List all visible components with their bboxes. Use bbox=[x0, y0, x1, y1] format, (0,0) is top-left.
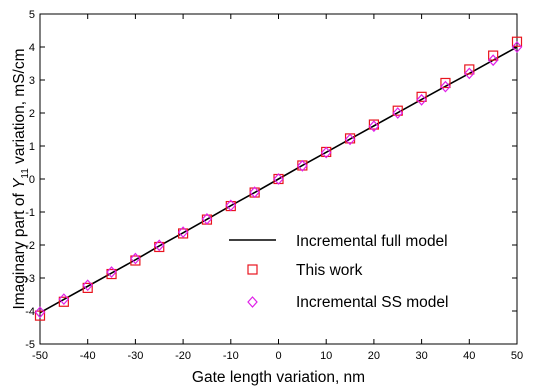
legend-label-ss-model: Incremental SS model bbox=[296, 294, 449, 311]
y-tick-label: 4 bbox=[29, 42, 35, 54]
data-point-square bbox=[58, 296, 69, 307]
y-tick-label: 3 bbox=[29, 75, 35, 87]
data-point-square bbox=[34, 310, 46, 321]
y-axis-title-subscript: 11 bbox=[20, 168, 31, 179]
data-point-diamond bbox=[177, 226, 189, 239]
data-point-diamond bbox=[511, 41, 523, 53]
y-axis-title-suffix: variation, mS/cm bbox=[11, 48, 28, 168]
data-point-square bbox=[130, 255, 141, 266]
y-tick-label: -3 bbox=[25, 273, 35, 285]
y-tick-label: -4 bbox=[25, 306, 35, 318]
legend-marker-ss-model bbox=[247, 296, 258, 308]
data-point-diamond bbox=[273, 173, 284, 185]
data-point-diamond bbox=[440, 80, 451, 93]
x-tick-label: 20 bbox=[368, 350, 380, 362]
legend-label-full-model: Incremental full model bbox=[296, 233, 448, 250]
data-point-diamond bbox=[225, 199, 237, 212]
data-point-diamond bbox=[416, 93, 427, 106]
legend-label-this-work: This work bbox=[296, 262, 363, 279]
x-tick-label: -30 bbox=[127, 350, 143, 362]
data-point-diamond bbox=[201, 213, 213, 225]
series-incremental-full-model bbox=[39, 46, 518, 314]
x-tick-label: 40 bbox=[463, 350, 475, 362]
data-point-square bbox=[416, 91, 427, 102]
tick-labels: -50 -40 -30 -20 -10 0 10 20 30 40 50-5-4-3-2-10123… bbox=[25, 9, 523, 362]
y-tick-label: -5 bbox=[25, 339, 35, 351]
y-tick-label: -1 bbox=[25, 207, 35, 219]
data-point-square bbox=[488, 50, 499, 61]
series-incremental-ss-model bbox=[34, 41, 523, 319]
y-tick-label: -2 bbox=[25, 240, 35, 252]
y-tick-label: 5 bbox=[29, 9, 35, 21]
y-axis-title-symbol: Y bbox=[11, 177, 28, 189]
data-point-square bbox=[464, 64, 475, 75]
x-tick-label: 0 bbox=[275, 350, 281, 362]
data-point-diamond bbox=[82, 279, 94, 292]
y-tick-label: 2 bbox=[29, 108, 35, 120]
x-tick-label: -40 bbox=[80, 350, 96, 362]
data-point-square bbox=[511, 36, 523, 47]
data-point-diamond bbox=[368, 120, 380, 133]
data-point-diamond bbox=[106, 266, 117, 278]
data-point-diamond bbox=[153, 239, 165, 252]
data-point-diamond bbox=[130, 252, 141, 265]
x-tick-label: -10 bbox=[223, 350, 239, 362]
data-point-diamond bbox=[297, 159, 308, 172]
data-point-square bbox=[392, 105, 403, 116]
y-axis-title-prefix: Imaginary part of bbox=[11, 189, 28, 310]
data-point-square bbox=[82, 282, 93, 293]
x-tick-label: 30 bbox=[415, 350, 427, 362]
data-point-diamond bbox=[463, 67, 475, 80]
data-point-diamond bbox=[344, 133, 356, 146]
data-point-diamond bbox=[320, 146, 332, 159]
y-tick-label: 1 bbox=[29, 141, 35, 153]
data-point-diamond bbox=[58, 293, 70, 306]
x-tick-label: -20 bbox=[175, 350, 191, 362]
x-tick-label: 50 bbox=[511, 350, 523, 362]
y-tick-label: 0 bbox=[29, 174, 35, 186]
data-point-diamond bbox=[34, 306, 46, 319]
legend: Incremental full model This work Increme… bbox=[229, 233, 449, 311]
legend-marker-this-work bbox=[247, 264, 258, 275]
series-layer bbox=[34, 36, 523, 321]
series-line bbox=[39, 46, 518, 314]
x-tick-label: 10 bbox=[320, 350, 332, 362]
data-point-square bbox=[106, 268, 117, 280]
x-axis-title: Gate length variation, nm bbox=[192, 369, 365, 386]
y-axis-title: Imaginary part of Y11 variation, mS/cm bbox=[11, 48, 31, 309]
data-point-square bbox=[154, 241, 165, 253]
data-point-diamond bbox=[392, 107, 404, 119]
data-point-diamond bbox=[249, 186, 260, 199]
data-point-square bbox=[440, 77, 451, 89]
x-tick-label: -50 bbox=[32, 350, 48, 362]
data-point-square bbox=[368, 119, 379, 130]
data-point-diamond bbox=[487, 54, 499, 67]
axis-ticks bbox=[39, 13, 518, 345]
